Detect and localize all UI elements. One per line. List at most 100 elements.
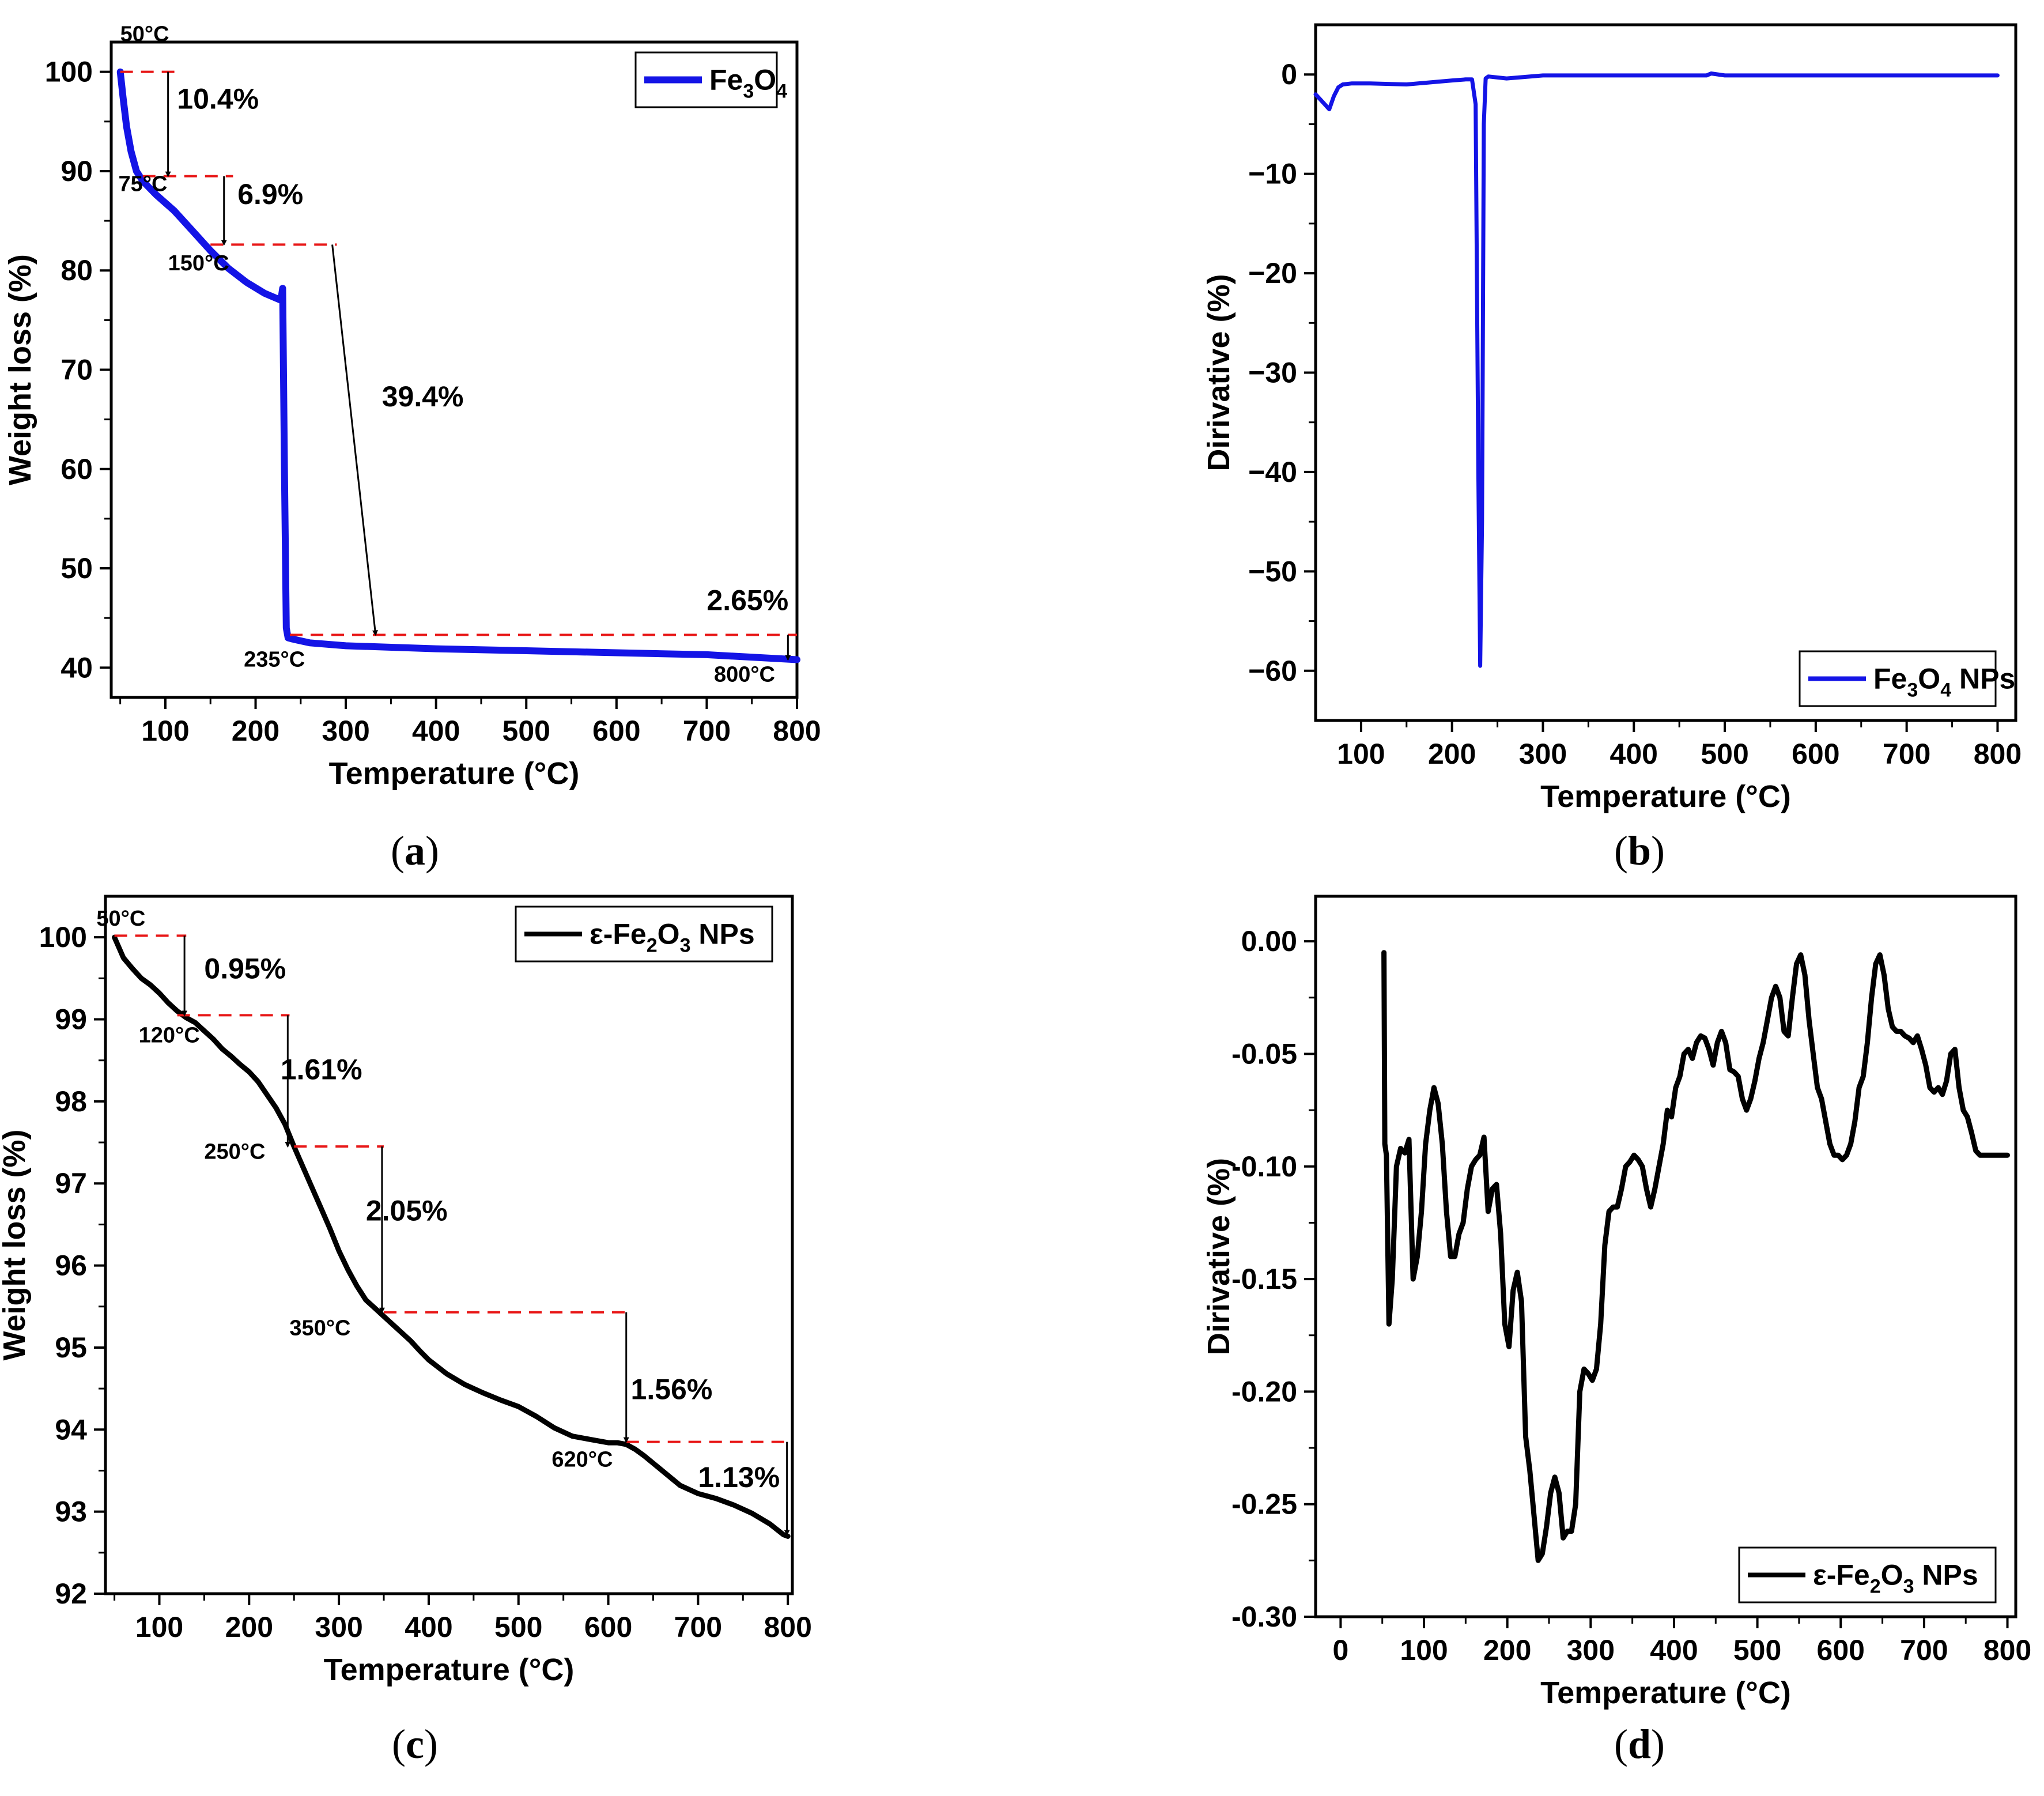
panel-d-legend: ε-Fe2O3 NPs (1738, 1546, 1997, 1603)
panel-c-y-tick-label-3: 95 (55, 1331, 87, 1364)
panel-a-y-tick-label-2: 60 (61, 453, 93, 485)
panel-b-x-tick-label-100: 100 (1337, 738, 1385, 770)
panel-a-x-axis-label: Temperature (°C) (329, 756, 580, 791)
panel-d-legend-label: ε-Fe2O3 NPs (1813, 1559, 1978, 1598)
panel-c-x-axis-label: Temperature (°C) (324, 1652, 575, 1687)
panel-b-y-axis-label: Dirivative (%) (1202, 274, 1236, 471)
panel-a-x-tick-label-400: 400 (412, 715, 460, 747)
panel-b-x-tick-label-300: 300 (1519, 738, 1567, 770)
panel-c-x-tick-label-400: 400 (405, 1611, 452, 1643)
panel-a-x-tick-label-800: 800 (773, 715, 821, 747)
panel-d-y-tick-label-1: -0.05 (1231, 1037, 1297, 1070)
panel-a-caption: (a) (391, 828, 439, 874)
panel-c-x-tick-label-800: 800 (764, 1611, 811, 1643)
panel-a-x-tick-label-200: 200 (232, 715, 279, 747)
panel-c-plot-frame (104, 895, 794, 1595)
panel-d-x-tick-label-700: 700 (1900, 1634, 1948, 1666)
panel-c-x-tick-label-300: 300 (315, 1611, 362, 1643)
panel-c-legend-label: ε-Fe2O3 NPs (590, 918, 755, 957)
panel-c-annotation-1-61: 1.61% (281, 1053, 362, 1085)
panel-c-annotation-2-05: 2.05% (366, 1194, 448, 1227)
panel-b-y-tick-label-3: −30 (1248, 357, 1297, 389)
panel-b-y-tick-label-5: −50 (1248, 555, 1297, 587)
panel-b-x-tick-label-800: 800 (1974, 738, 2022, 770)
panel-c-series-line-fe2o3-nps (112, 934, 791, 1539)
panel-a-series-line-fe3o4 (116, 68, 800, 663)
panel-a-x-tick-label-700: 700 (683, 715, 731, 747)
panel-d-caption: (d) (1614, 1721, 1665, 1767)
panel-a-y-tick-label-6: 100 (45, 56, 93, 88)
panel-a-annotation-2-65: 2.65% (706, 584, 788, 616)
panel-a-legend: Fe3O4 (634, 51, 787, 108)
panel-c-chart: 100 200 300 400 500 600 700 800 92 93 94 95 96 97 98 99… (0, 895, 812, 1767)
panel-a-annotation-39-4: 39.4% (382, 380, 464, 413)
panel-c-x-tick-label-700: 700 (674, 1611, 722, 1643)
panel-d-y-tick-label-3: -0.15 (1231, 1263, 1297, 1295)
panel-a-annotation-235-c: 235°C (244, 648, 305, 672)
panel-a-annotation-75-c: 75°C (119, 172, 168, 196)
panel-c-caption: (c) (392, 1721, 438, 1767)
panel-b-caption: (b) (1614, 828, 1665, 874)
panel-a-x-tick-label-100: 100 (141, 715, 189, 747)
panel-c-annotation-0-95: 0.95% (204, 952, 286, 984)
panel-a-x-tick-label-500: 500 (503, 715, 550, 747)
panel-c-x-tick-label-200: 200 (225, 1611, 273, 1643)
panel-a-legend-label: Fe3O4 (709, 64, 787, 103)
panel-c-y-tick-label-5: 97 (55, 1167, 87, 1199)
panel-a-annotation-10-4: 10.4% (177, 82, 259, 115)
panel-c-annotation-350-c: 350°C (289, 1316, 350, 1341)
panel-d-x-tick-label-100: 100 (1400, 1634, 1448, 1666)
panel-c-y-tick-label-8: 100 (39, 921, 87, 953)
panel-a-annotation-50-c: 50°C (120, 22, 169, 46)
panel-b-y-tick-label-2: −20 (1248, 257, 1297, 289)
panel-c-x-tick-label-500: 500 (494, 1611, 542, 1643)
panel-a-plot-frame (109, 40, 799, 699)
panel-a-y-axis-label: Weight loss (%) (3, 254, 37, 485)
panel-b-x-tick-label-500: 500 (1701, 738, 1748, 770)
panel-b-plot-frame (1314, 23, 2017, 722)
panel-d-y-tick-label-5: -0.25 (1231, 1488, 1297, 1520)
panel-a-legend-box (634, 51, 778, 108)
panel-b-legend: Fe3O4 NPs (1799, 650, 2015, 707)
panel-b-x-axis-label: Temperature (°C) (1540, 779, 1791, 814)
panel-b-x-tick-label-400: 400 (1610, 738, 1658, 770)
panel-c-annotation-120-c: 120°C (139, 1023, 200, 1047)
panel-a-annotation-6-9: 6.9% (237, 178, 303, 210)
panel-c-y-tick-label-0: 92 (55, 1578, 87, 1610)
panel-b-x-tick-label-700: 700 (1883, 738, 1930, 770)
panel-a-annotation-800-c: 800°C (714, 662, 775, 686)
panel-c-x-tick-label-100: 100 (135, 1611, 183, 1643)
panel-a-y-tick-label-0: 40 (61, 651, 93, 684)
panel-d-x-tick-label-200: 200 (1483, 1634, 1531, 1666)
panel-d-x-tick-label-400: 400 (1650, 1634, 1698, 1666)
panel-b-series-line-fe3o4-nps (1313, 71, 2000, 668)
panel-a-y-tick-label-1: 50 (61, 552, 93, 584)
panel-a-y-tick-label-5: 90 (61, 155, 93, 187)
panel-a-step-arrow-2 (331, 244, 378, 636)
panel-b-y-tick-label-4: −40 (1248, 456, 1297, 488)
panel-a-chart: 100 200 300 400 500 600 700 800 40 50 60 70 80 90 100 T… (3, 22, 821, 874)
panel-d-chart: 0 100 200 300 400 500 600 700 800 0.00 -0.05 -0.10 -… (1202, 895, 2031, 1767)
panel-b-x-tick-label-200: 200 (1428, 738, 1476, 770)
panel-d-x-axis-label: Temperature (°C) (1540, 1676, 1791, 1710)
panel-d-x-tick-label-300: 300 (1567, 1634, 1615, 1666)
panel-c-annotation-1-13: 1.13% (698, 1461, 780, 1493)
panel-a-annotation-150-c: 150°C (168, 251, 229, 276)
panel-d-x-tick-label-500: 500 (1733, 1634, 1781, 1666)
panel-c-y-tick-label-1: 93 (55, 1496, 87, 1528)
panel-d-y-tick-label-2: -0.10 (1231, 1150, 1297, 1183)
panel-d-plot-frame (1314, 895, 2017, 1618)
panel-d-x-tick-label-600: 600 (1817, 1634, 1865, 1666)
panel-d-x-tick-label-0: 0 (1332, 1634, 1348, 1666)
panel-c-y-tick-label-2: 94 (55, 1413, 87, 1446)
panel-c-annotation-620-c: 620°C (551, 1447, 613, 1471)
panel-b-y-tick-label-6: −60 (1248, 655, 1297, 687)
panel-c-annotation-1-56: 1.56% (631, 1374, 713, 1406)
panel-c-legend: ε-Fe2O3 NPs (515, 905, 773, 963)
panel-b-y-tick-label-0: 0 (1281, 58, 1297, 90)
panel-d-y-tick-label-4: -0.20 (1231, 1375, 1297, 1408)
panel-b-x-tick-label-600: 600 (1792, 738, 1839, 770)
panel-b-legend-label: Fe3O4 NPs (1873, 663, 2015, 701)
panel-c-y-tick-label-4: 96 (55, 1250, 87, 1282)
